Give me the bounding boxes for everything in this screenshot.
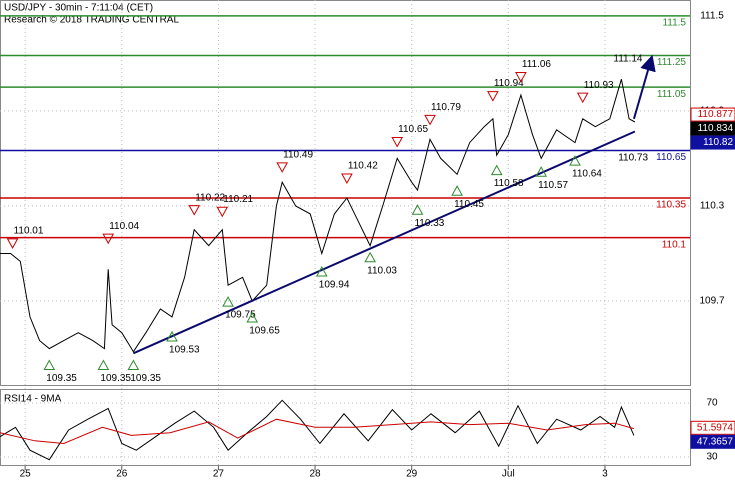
high-label: 110.04	[109, 221, 139, 232]
x-tick-label: 3	[602, 469, 608, 480]
high-label: 110.94	[494, 78, 524, 89]
low-label: 109.94	[319, 280, 350, 291]
high-marker	[487, 91, 499, 102]
low-marker	[222, 296, 234, 307]
level-label: 110.35	[656, 200, 686, 211]
level-label: 111.05	[657, 89, 687, 100]
x-tick-label: 25	[20, 469, 32, 480]
y-tick-label: 109.7	[699, 296, 724, 307]
high-marker	[424, 114, 436, 126]
low-marker	[535, 166, 548, 177]
low-marker	[490, 164, 503, 176]
low-label: 109.35	[46, 373, 77, 384]
price-box-label: 51.5974	[697, 422, 734, 433]
price-box	[690, 135, 735, 150]
chart-title: USD/JPY - 30min - 7:11:04 (CET)	[4, 3, 153, 14]
x-tick-label: 26	[116, 469, 128, 480]
price-box	[690, 107, 735, 122]
level-label: 110.1	[662, 239, 687, 250]
high-label: 110.21	[223, 194, 253, 205]
high-label: 110.79	[431, 102, 461, 113]
high-marker	[6, 238, 19, 249]
series-line	[0, 418, 635, 445]
low-label: 110.58	[494, 178, 524, 189]
high-marker	[515, 72, 527, 83]
level-label: 111.5	[662, 17, 686, 28]
high-label: 110.01	[14, 226, 44, 237]
x-tick-label: Jul	[502, 469, 515, 480]
low-label: 110.64	[572, 169, 602, 180]
low-label: 109.35	[130, 373, 161, 384]
x-tick-label: 27	[213, 469, 225, 480]
low-label: 110.57	[538, 180, 568, 191]
series-line	[0, 79, 636, 353]
low-label: 109.75	[225, 310, 256, 321]
high-marker	[216, 206, 229, 218]
level-label: 111.25	[657, 57, 687, 68]
x-tick-label: 28	[309, 469, 321, 480]
price-box-label: 110.834	[698, 123, 734, 134]
high-label: 110.22	[195, 192, 225, 203]
high-marker	[102, 233, 115, 245]
y-tick-label: 111.5	[700, 10, 724, 21]
high-marker	[391, 137, 404, 148]
high-label: 110.93	[584, 80, 614, 91]
rsi-title: RSI14 - 9MA	[4, 394, 62, 405]
high-marker	[188, 205, 201, 216]
low-marker	[411, 204, 424, 215]
series-line	[0, 399, 635, 461]
high-label: 111.06	[522, 59, 552, 70]
low-label: 110.03	[367, 265, 397, 276]
y-tick-label: 70	[706, 398, 718, 409]
price-box	[690, 434, 735, 449]
high-label: 110.49	[283, 150, 313, 161]
y-tick-label: 110.3	[700, 201, 725, 212]
low-label: 110.45	[454, 199, 484, 210]
high-label: 110.65	[398, 124, 428, 135]
low-marker	[43, 359, 56, 370]
x-tick-label: 29	[406, 469, 418, 480]
price-box	[690, 420, 735, 435]
price-box-label: 110.82	[703, 137, 733, 148]
low-marker	[246, 311, 259, 323]
low-marker	[166, 330, 178, 342]
y-tick-label: 30	[706, 452, 718, 463]
price-box-label: 110.877	[698, 109, 734, 120]
high-marker	[341, 173, 353, 184]
low-marker	[451, 185, 463, 196]
low-marker	[127, 359, 140, 370]
high-label: 110.42	[348, 161, 378, 172]
main-panel	[0, 0, 691, 386]
price-annotation: 110.73	[618, 152, 648, 163]
low-label: 110.33	[414, 218, 444, 229]
high-marker	[576, 92, 589, 104]
high-marker	[276, 162, 289, 173]
low-label: 109.35	[100, 373, 131, 384]
low-label: 109.53	[169, 345, 200, 356]
trendline	[132, 130, 636, 355]
level-label: 110.65	[656, 152, 686, 163]
low-marker	[315, 265, 328, 277]
low-label: 109.65	[249, 326, 280, 337]
price-box-label: 47.3657	[697, 436, 734, 447]
low-marker	[569, 155, 581, 166]
price-annotation: 111.14	[613, 54, 643, 65]
price-box	[690, 121, 735, 136]
forecast-arrow	[632, 54, 656, 120]
chart-subtitle: Research © 2018 TRADING CENTRAL	[4, 15, 179, 26]
low-marker	[97, 359, 110, 370]
low-marker	[364, 251, 376, 263]
